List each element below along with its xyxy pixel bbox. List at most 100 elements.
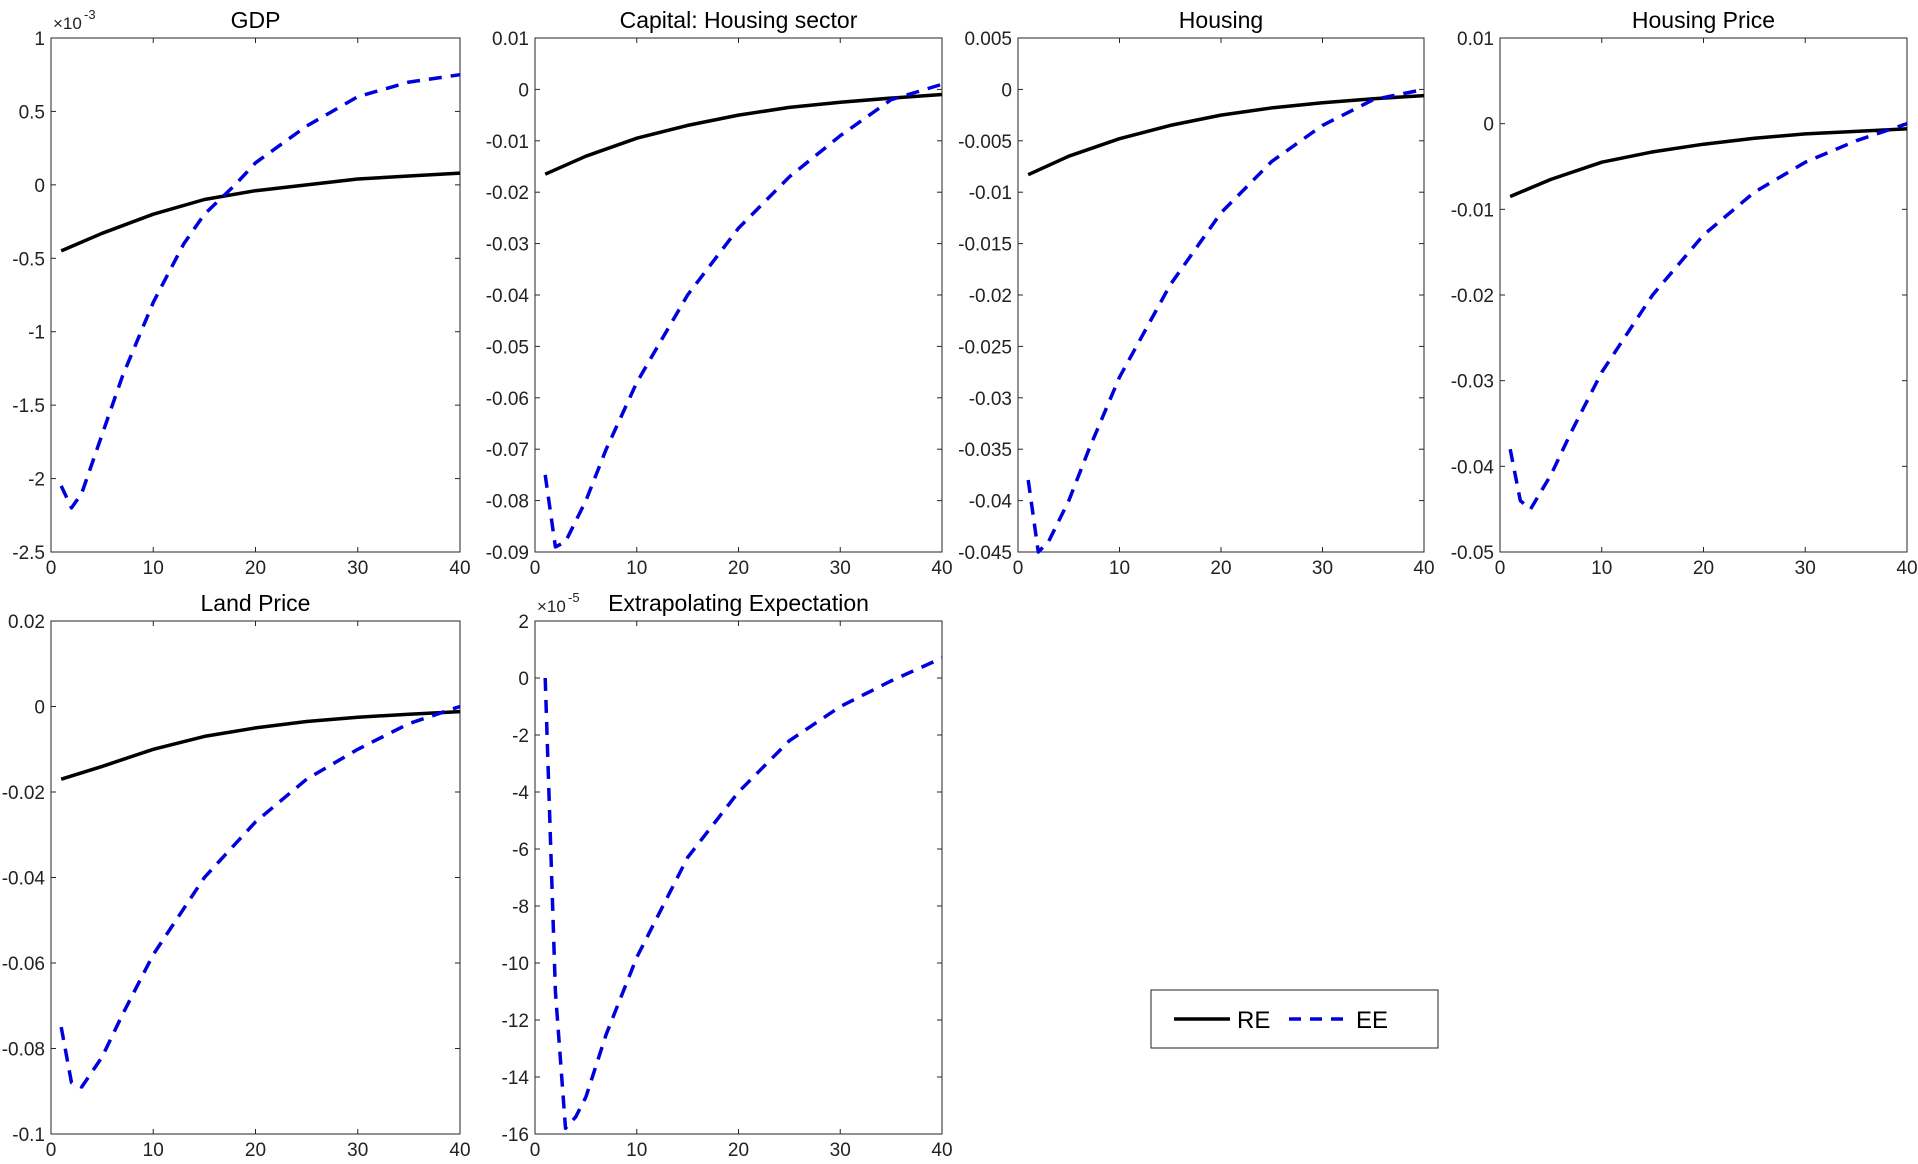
axes-box [50,620,461,1135]
y-tick-label: 0 [518,669,529,690]
y-tick-label: 2 [518,612,529,633]
y-tick-label: -2 [512,726,529,747]
y-tick-label: 0.005 [964,29,1012,50]
y-tick-label: -0.02 [969,286,1012,307]
subplot-title: Housing [1179,7,1263,33]
y-tick-label: -0.05 [486,337,529,358]
series-line-ee [543,656,943,1131]
series-line-ee [59,704,461,1089]
y-tick-label: 0.01 [1457,29,1494,50]
x-tick-label: 10 [1109,558,1130,579]
x-tick-label: 30 [347,558,368,579]
legend: RE EE [1150,989,1439,1049]
exponent-base: ×10 [53,14,82,33]
x-tick-label: 0 [1013,558,1024,579]
y-tick-label: -0.02 [2,783,45,804]
subplot-capital-housing-sector: 0 10 20 30 40 -0.09 -0.08 -0.07 -0.06 -0.05 -0.04 -… [486,7,953,579]
y-tick-label: -0.035 [958,440,1012,461]
x-tick-label: 40 [931,1140,952,1161]
series-line-re [60,709,461,781]
x-tick-label: 30 [1795,558,1816,579]
x-tick-label: 20 [728,1140,749,1161]
y-tick-label: -0.08 [2,1040,45,1061]
series-line-re [1027,93,1425,177]
x-tick-label: 0 [530,558,541,579]
x-tick-label: 40 [449,1140,470,1161]
x-tick-label: 40 [931,558,952,579]
x-tick-label: 0 [46,1140,57,1161]
y-tick-label: -0.04 [486,286,530,307]
x-tick-label: 20 [1210,558,1231,579]
y-tick-label: -0.1 [12,1125,45,1146]
axes-box [534,620,943,1135]
series-line-ee [1026,87,1425,554]
y-tick-label: 0 [34,176,45,197]
y-tick-label: 0 [518,80,529,101]
subplot-title: Capital: Housing sector [620,7,858,33]
y-tick-label: 0 [34,698,45,719]
y-tick-label: -0.08 [486,492,529,513]
x-tick-label: 10 [1591,558,1612,579]
y-tick-label: -12 [502,1011,529,1032]
y-tick-label: -0.01 [969,183,1012,204]
y-tick-label: 0 [1001,80,1012,101]
subplot-title: GDP [231,7,281,33]
axes-box [1499,37,1908,553]
x-tick-label: 40 [1413,558,1434,579]
y-tick-label: -8 [512,897,529,918]
y-tick-label: -0.06 [486,389,529,410]
y-tick-label: -0.04 [969,492,1013,513]
legend-ee-label: EE [1356,1007,1388,1034]
y-tick-label: -0.005 [958,132,1012,153]
x-tick-label: 40 [449,558,470,579]
x-tick-label: 20 [728,558,749,579]
y-tick-label: -0.5 [12,249,45,270]
y-tick-label: -0.07 [486,440,529,461]
y-tick-label: -1.5 [12,396,45,417]
y-tick-label: -6 [512,840,529,861]
y-tick-label: -0.025 [958,337,1012,358]
y-tick-label: -0.015 [958,235,1012,256]
y-tick-label: -10 [502,954,529,975]
subplot-title: Land Price [201,590,311,616]
series-line-ee [543,82,943,549]
y-tick-label: -0.03 [969,389,1012,410]
subplot-extrapolating-expectation: 0 10 20 30 40 -16 -14 -12 -10 -8 -6 -4 -2 0 2 Extrapola… [502,590,953,1161]
x-tick-label: 20 [1693,558,1714,579]
x-tick-label: 40 [1896,558,1917,579]
y-tick-label: -0.01 [486,132,529,153]
y-tick-label: -0.04 [1451,457,1495,478]
y-tick-label: 0 [1483,115,1494,136]
x-tick-label: 0 [530,1140,541,1161]
x-tick-label: 0 [1495,558,1506,579]
subplot-housing: 0 10 20 30 40 -0.045 -0.04 -0.035 -0.03 -0.025 -0.… [958,7,1434,579]
x-tick-label: 20 [245,558,266,579]
series-line-ee [59,72,461,510]
x-tick-label: 30 [347,1140,368,1161]
y-tick-label: -0.09 [486,543,529,564]
y-tick-label: -0.05 [1451,543,1494,564]
subplot-title: Extrapolating Expectation [608,590,869,616]
y-tick-label: -0.06 [2,954,45,975]
subplot-title: Housing Price [1632,7,1775,33]
subplot-housing-price: 0 10 20 30 40 -0.05 -0.04 -0.03 -0.02 -0.01 0 0.01 H… [1451,7,1918,579]
y-tick-label: -0.02 [486,183,529,204]
axes-box [1017,37,1425,553]
y-tick-label: -0.01 [1451,200,1494,221]
series-line-re [544,92,943,176]
axes-box [50,37,461,553]
exponent-power: -3 [84,7,96,22]
series-line-re [1509,127,1908,199]
y-tick-label: 1 [34,29,45,50]
x-tick-label: 30 [830,1140,851,1161]
x-tick-label: 0 [46,558,57,579]
y-tick-label: -2 [28,470,45,491]
y-tick-label: -0.03 [486,235,529,256]
subplot-gdp: 0 10 20 30 40 -2.5 -2 -1.5 -1 -0.5 0 0.5 1 GDP ×10 -3 [12,7,470,579]
y-tick-label: 0.02 [8,612,45,633]
y-tick-label: -2.5 [12,543,45,564]
exponent-power: -5 [568,590,580,605]
x-tick-label: 20 [245,1140,266,1161]
x-tick-label: 10 [626,558,647,579]
